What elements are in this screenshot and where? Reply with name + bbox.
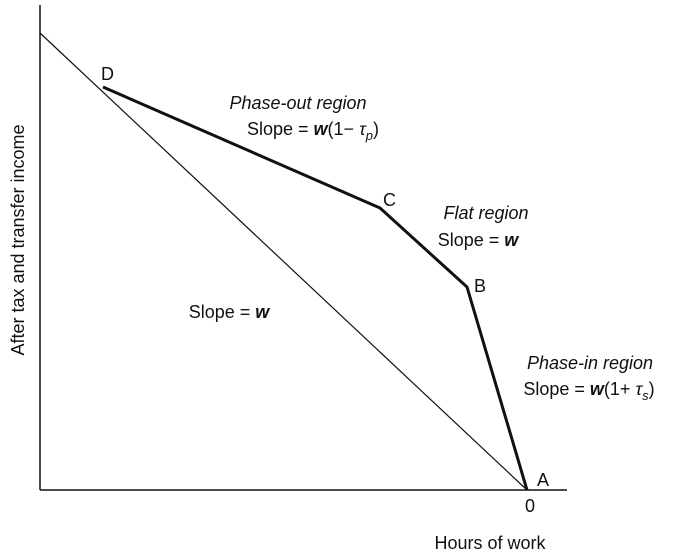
- text-part: τ: [359, 119, 367, 139]
- text-part: p: [365, 128, 373, 143]
- slope-label: Slope = w(1+ τs): [523, 379, 654, 403]
- x-axis-label: Hours of work: [434, 533, 546, 553]
- text-part: w: [590, 379, 605, 399]
- text-part: τ: [635, 379, 643, 399]
- text-part: (1+: [604, 379, 636, 399]
- text-part: w: [504, 230, 519, 250]
- y-axis-label: After tax and transfer income: [8, 124, 28, 355]
- text-part: w: [255, 302, 270, 322]
- text-part: s: [642, 388, 649, 403]
- point-label: B: [474, 276, 486, 296]
- text-part: (1−: [328, 119, 360, 139]
- region-title: Phase-out region: [229, 93, 366, 113]
- text-part: ): [373, 119, 379, 139]
- slope-label: Slope = w(1− τp): [247, 119, 379, 143]
- point-label: C: [383, 190, 396, 210]
- slope-label: Slope = w: [189, 302, 271, 322]
- text-part: ): [649, 379, 655, 399]
- point-label: D: [101, 64, 114, 84]
- budget-line: [102, 85, 529, 491]
- text-part: Slope =: [189, 302, 256, 322]
- text-part: w: [314, 119, 329, 139]
- baseline-line: [39, 32, 528, 491]
- slope-label: Slope = w: [438, 230, 520, 250]
- origin-label: 0: [525, 496, 535, 516]
- region-title: Phase-in region: [527, 353, 653, 373]
- text-part: Slope =: [523, 379, 590, 399]
- text-part: Slope =: [247, 119, 314, 139]
- text-part: Slope =: [438, 230, 505, 250]
- region-title: Flat region: [443, 203, 528, 223]
- point-label: A: [537, 470, 549, 490]
